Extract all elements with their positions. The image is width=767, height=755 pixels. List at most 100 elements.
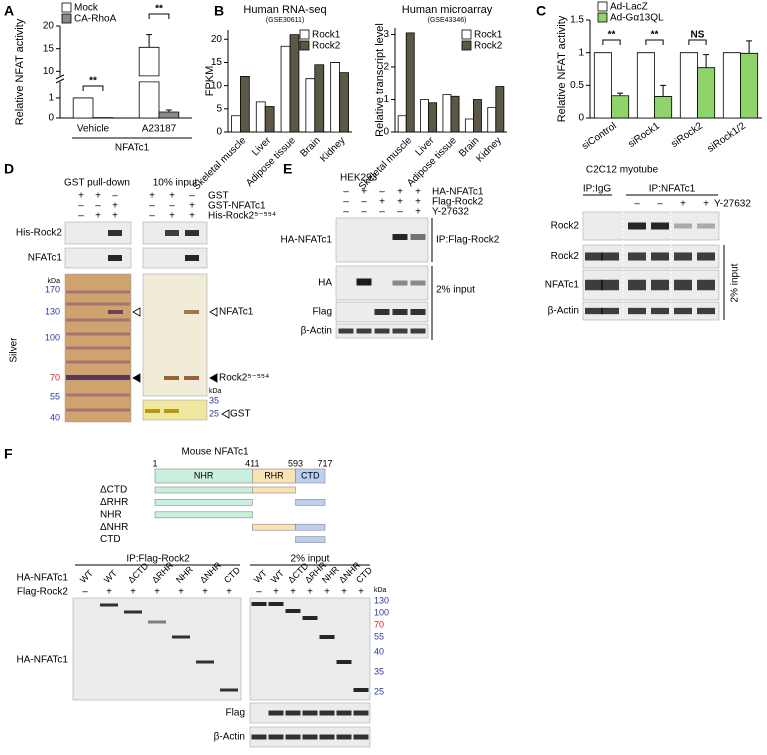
blot-band — [336, 660, 352, 664]
chart-title: Human microarray — [402, 4, 493, 16]
cell-line-title: HEK293 — [340, 173, 378, 184]
panel-label: C — [536, 3, 546, 19]
blot-band — [148, 620, 166, 624]
blot-band — [268, 602, 284, 606]
legend-label: Rock2 — [474, 41, 503, 52]
blot-band — [319, 635, 335, 639]
x-tick-label: siRock1 — [626, 120, 662, 150]
blot — [64, 221, 132, 245]
axis-break — [55, 74, 65, 80]
band-label: GST — [230, 409, 251, 420]
bar — [240, 75, 250, 133]
construct-label: ΔCTD — [100, 485, 127, 496]
blot-band — [356, 328, 372, 334]
construct-bar — [295, 523, 326, 531]
blot-band — [601, 307, 619, 315]
blot-band — [674, 279, 692, 291]
construct-label: CTD — [100, 534, 121, 545]
y-tick-label: 1.5 — [570, 15, 584, 26]
blot-band — [356, 278, 372, 286]
blot-band — [353, 710, 369, 716]
bar — [428, 102, 438, 133]
error-bar — [660, 84, 667, 97]
domain — [295, 468, 326, 484]
y-tick-label: 20 — [43, 21, 55, 32]
blot-band — [585, 307, 603, 315]
blot-label: His-Rock2 — [16, 228, 63, 239]
condition-sign: + — [358, 587, 364, 598]
construct-bar — [252, 486, 296, 494]
blot — [142, 247, 208, 269]
bar — [473, 99, 482, 133]
condition-sign: + — [149, 191, 155, 202]
blot-band — [601, 279, 619, 291]
x-tick-label: Vehicle — [77, 124, 110, 135]
blot-label: Rock2 — [551, 221, 580, 232]
bar — [280, 45, 291, 133]
gel-band — [108, 310, 123, 314]
condition-name: Flag-Rock2 — [432, 197, 484, 208]
legend-swatch — [461, 40, 472, 51]
construct-lane: CTD — [222, 565, 243, 586]
input-label: 2% input — [436, 285, 475, 296]
construct-lane: WT — [252, 568, 269, 585]
ip-label: IP:Flag-Rock2 — [436, 235, 500, 246]
significance-bracket — [645, 39, 664, 45]
kda-label: kDa — [374, 587, 387, 594]
condition-sign: + — [112, 201, 118, 212]
blot — [72, 597, 242, 701]
gel-band — [66, 290, 130, 294]
condition-sign: – — [78, 211, 84, 222]
condition-sign: – — [78, 201, 84, 212]
condition-sign: + — [154, 587, 160, 598]
condition-sign: + — [112, 211, 118, 222]
bar — [72, 97, 94, 119]
condition-sign: + — [106, 587, 112, 598]
marker-label: 70 — [374, 619, 384, 629]
legend-swatch — [61, 2, 72, 13]
bar — [636, 52, 655, 119]
annotation: ** — [651, 30, 659, 41]
ip-group: IP:IgG — [583, 184, 612, 195]
x-tick-label: siRock1/2 — [705, 120, 748, 154]
gel-band — [184, 310, 199, 314]
y-tick-label: 10 — [211, 80, 223, 91]
y-tick-label: 15 — [211, 57, 223, 68]
bar — [722, 52, 741, 119]
blot-band — [392, 234, 408, 240]
condition-sign: + — [189, 211, 195, 222]
legend-label: CA-RhoA — [74, 14, 117, 25]
arrowhead — [209, 307, 218, 317]
condition-name: His-Rock2⁵⁻⁵⁵⁴ — [208, 211, 276, 222]
construct-lane: WT — [269, 568, 286, 585]
annotation: ** — [89, 76, 97, 87]
annotation: NS — [691, 30, 705, 41]
significance-bracket — [148, 13, 170, 19]
blot-label: HA-NFATc1 — [281, 235, 333, 246]
condition-sign: – — [343, 187, 349, 198]
condition-sign: + — [290, 587, 296, 598]
panel-label: F — [4, 446, 13, 462]
blot-band — [374, 309, 390, 315]
error-bar — [746, 40, 753, 54]
chart-subtitle: (GSE30611) — [266, 17, 304, 24]
y-axis-label: Relative transcript level — [374, 23, 386, 137]
blot-band — [100, 603, 118, 607]
band-label: NFATc1 — [219, 307, 254, 318]
condition-sign: – — [361, 197, 367, 208]
legend-swatch — [597, 1, 608, 12]
y-tick-label: 0.5 — [570, 80, 584, 91]
blot-band — [628, 279, 646, 291]
condition-sign: + — [703, 199, 709, 210]
silver-gel — [142, 273, 208, 397]
marker-label: 35 — [209, 395, 219, 405]
condition-sign: + — [415, 197, 421, 208]
arrowhead — [132, 307, 141, 317]
marker-label: 100 — [45, 332, 60, 342]
condition-sign: + — [341, 587, 347, 598]
blot-band — [319, 710, 335, 716]
blot-band — [651, 222, 669, 230]
protein-title: Mouse NFATc1 — [181, 447, 248, 458]
blot-band — [285, 710, 301, 716]
